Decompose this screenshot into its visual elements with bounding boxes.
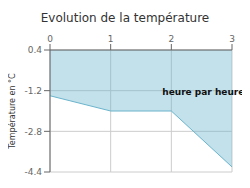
svg-text:Température en °C: Température en °C: [8, 73, 17, 150]
html-text:Evolution de la température: Evolution de la température: [40, 11, 210, 25]
svg-text:heure par heure: heure par heure: [162, 87, 242, 97]
svg-text:-2.8: -2.8: [24, 127, 42, 137]
svg-text:1: 1: [108, 34, 114, 44]
svg-text:2: 2: [168, 34, 174, 44]
svg-text:-1.2: -1.2: [24, 86, 42, 96]
svg-text:-4.4: -4.4: [24, 167, 42, 177]
svg-text:3: 3: [229, 34, 235, 44]
svg-text:0.4: 0.4: [28, 45, 43, 55]
svg-text:0: 0: [47, 34, 53, 44]
